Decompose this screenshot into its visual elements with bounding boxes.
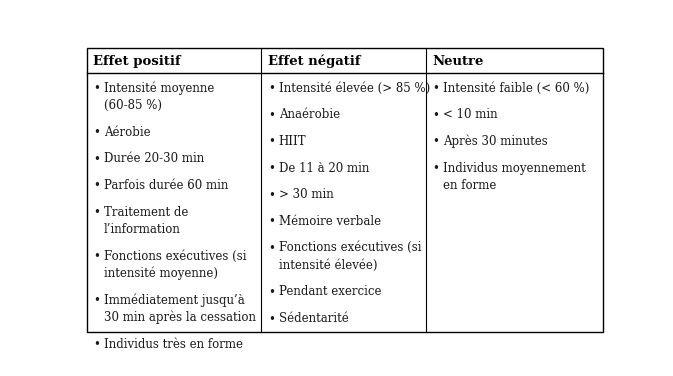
Text: en forme: en forme <box>443 179 497 192</box>
Text: HIIT: HIIT <box>279 135 306 148</box>
Text: Après 30 minutes: Après 30 minutes <box>443 135 548 149</box>
Text: •: • <box>94 294 100 307</box>
Text: Effet négatif: Effet négatif <box>268 54 360 68</box>
Text: •: • <box>94 153 100 166</box>
Text: Effet positif: Effet positif <box>93 55 180 68</box>
Text: Intensité moyenne: Intensité moyenne <box>104 82 214 95</box>
Text: Sédentarité: Sédentarité <box>279 312 349 325</box>
Text: •: • <box>433 82 439 95</box>
Text: < 10 min: < 10 min <box>443 108 497 121</box>
Text: Intensité élevée (> 85 %): Intensité élevée (> 85 %) <box>279 82 430 95</box>
Text: l’information: l’information <box>104 223 181 236</box>
Text: •: • <box>433 162 439 175</box>
Text: Individus moyennement: Individus moyennement <box>443 162 586 174</box>
Text: Fonctions exécutives (si: Fonctions exécutives (si <box>104 250 246 262</box>
Text: •: • <box>269 82 275 95</box>
Text: Parfois durée 60 min: Parfois durée 60 min <box>104 179 228 192</box>
Text: •: • <box>94 126 100 139</box>
Text: Anaérobie: Anaérobie <box>279 108 340 121</box>
Text: •: • <box>269 135 275 148</box>
Text: Traitement de: Traitement de <box>104 206 188 218</box>
Text: •: • <box>269 162 275 175</box>
Text: •: • <box>94 82 100 95</box>
Text: •: • <box>94 338 100 351</box>
Text: Individus très en forme: Individus très en forme <box>104 338 243 350</box>
Text: De 11 à 20 min: De 11 à 20 min <box>279 162 369 174</box>
Text: Durée 20-30 min: Durée 20-30 min <box>104 152 204 165</box>
Text: Neutre: Neutre <box>432 55 483 68</box>
Text: •: • <box>94 250 100 263</box>
Text: •: • <box>269 312 275 326</box>
Text: •: • <box>269 189 275 202</box>
Text: •: • <box>94 179 100 193</box>
Text: Intensité faible (< 60 %): Intensité faible (< 60 %) <box>443 82 590 95</box>
Text: •: • <box>269 109 275 122</box>
Text: intensité élevée): intensité élevée) <box>279 259 377 272</box>
Text: Immédiatement jusqu’à: Immédiatement jusqu’à <box>104 294 245 307</box>
Text: •: • <box>269 286 275 299</box>
Text: Pendant exercice: Pendant exercice <box>279 285 381 299</box>
Text: 30 min après la cessation: 30 min après la cessation <box>104 311 256 324</box>
Text: •: • <box>433 135 439 148</box>
Text: intensité moyenne): intensité moyenne) <box>104 267 218 280</box>
Text: Fonctions exécutives (si: Fonctions exécutives (si <box>279 241 421 255</box>
Text: (60-85 %): (60-85 %) <box>104 99 162 112</box>
Text: Mémoire verbale: Mémoire verbale <box>279 215 381 228</box>
Text: •: • <box>433 109 439 122</box>
Text: •: • <box>269 242 275 255</box>
Text: •: • <box>94 206 100 219</box>
Text: •: • <box>269 215 275 228</box>
Text: > 30 min: > 30 min <box>279 188 333 201</box>
Text: Aérobie: Aérobie <box>104 126 151 139</box>
